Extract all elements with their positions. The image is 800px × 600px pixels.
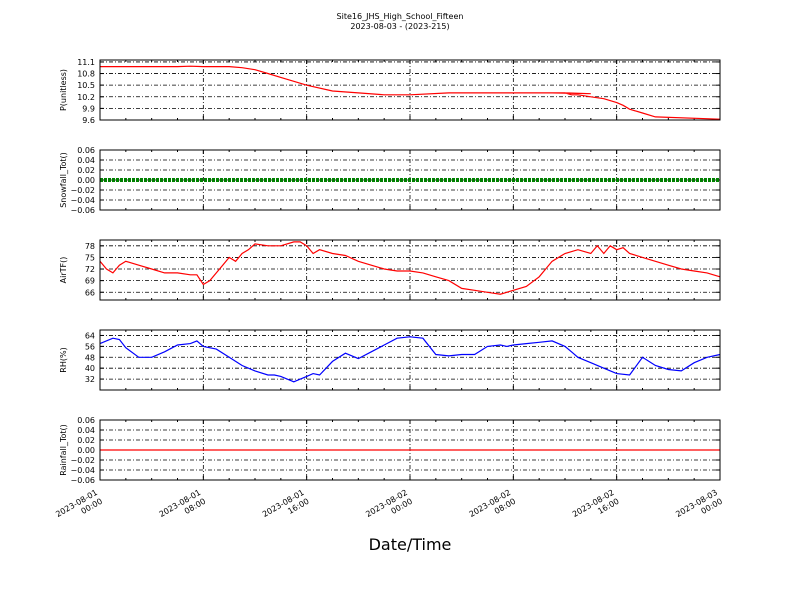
plot-frame [99,419,721,481]
series-line [99,241,721,295]
y-tick-label: 48 [85,353,95,362]
y-axis-label: Snowfall_Tot() [59,152,68,208]
x-tick-labels: 2023-08-0100:00 2023-08-0108:00 2023-08-01… [54,488,724,528]
y-tick-label: −0.02 [70,456,95,465]
y-tick-label: 9.9 [82,104,95,113]
y-tick-label: 10.2 [77,93,95,102]
plot-frame [99,59,721,121]
y-tick-label: 75 [85,253,95,262]
y-tick-label: 0.02 [77,436,95,445]
y-tick-label: 40 [85,364,95,373]
y-tick-label: 56 [85,342,95,351]
y-tick-label: 72 [85,265,95,274]
plot-frame [99,329,721,391]
panel-1: 9.6 9.9 10.2 10.5 10.8 11.1 P(unitless) [59,58,721,125]
panels-group: 9.69.910.210.510.811.1P(unitless)−0.06−0… [59,58,721,485]
y-tick-label: −0.04 [70,196,95,205]
series-line [100,65,721,120]
x-tick-label: 2023-08-0100:00 [54,488,104,528]
panel-4: 32 40 48 56 64 RH(%) [59,329,721,391]
x-tick-label: 2023-08-0108:00 [158,488,208,528]
y-tick-label: 64 [85,331,95,340]
y-tick-label: 0.02 [77,166,95,175]
y-tick-label: 78 [85,242,95,251]
y-tick-label: −0.06 [70,206,95,215]
y-tick-label: −0.04 [70,466,95,475]
y-tick-label: 32 [85,375,95,384]
y-tick-label: 11.1 [77,58,95,67]
x-tick-label: 2023-08-0200:00 [364,488,414,528]
figure-subtitle: 2023-08-03 - (2023-215) [350,22,449,31]
x-tick-label: 2023-08-0300:00 [674,488,724,528]
y-tick-label: 0.06 [77,146,95,155]
x-axis-label: Date/Time [369,535,452,554]
series-line [99,336,721,383]
y-tick-label: −0.06 [70,476,95,485]
x-tick-label: 2023-08-0208:00 [468,488,518,528]
panel-5: −0.06−0.04−0.020.000.020.040.06 Rainfall_… [59,416,721,485]
figure-title: Site16_JHS_High_School_Fifteen [337,12,464,21]
y-axis-label: Rainfall_Tot() [59,424,68,476]
x-tick-label: 2023-08-0216:00 [571,488,621,528]
y-tick-label: −0.02 [70,186,95,195]
y-tick-label: 0.06 [77,416,95,425]
y-tick-label: 0.04 [77,426,95,435]
y-tick-label: 0.04 [77,156,95,165]
y-tick-label: 9.6 [82,116,95,125]
y-tick-label: 0.00 [77,446,95,455]
panel-2: −0.06−0.04−0.020.000.020.040.06 Snowfall_… [59,146,721,215]
y-axis-label: P(unitless) [59,69,68,111]
y-tick-label: 10.8 [77,70,95,79]
y-axis-label: AirTF() [59,257,68,284]
x-tick-label: 2023-08-0116:00 [261,488,311,528]
y-tick-label: 0.00 [77,176,95,185]
y-tick-label: 10.5 [77,81,95,90]
panel-3: 66 69 72 75 78 AirTF() [59,239,721,301]
plot-frame [99,239,721,301]
y-axis-label: RH(%) [59,347,68,372]
plot-frame [99,149,721,211]
y-tick-label: 66 [85,288,95,297]
y-tick-label: 69 [85,277,95,286]
